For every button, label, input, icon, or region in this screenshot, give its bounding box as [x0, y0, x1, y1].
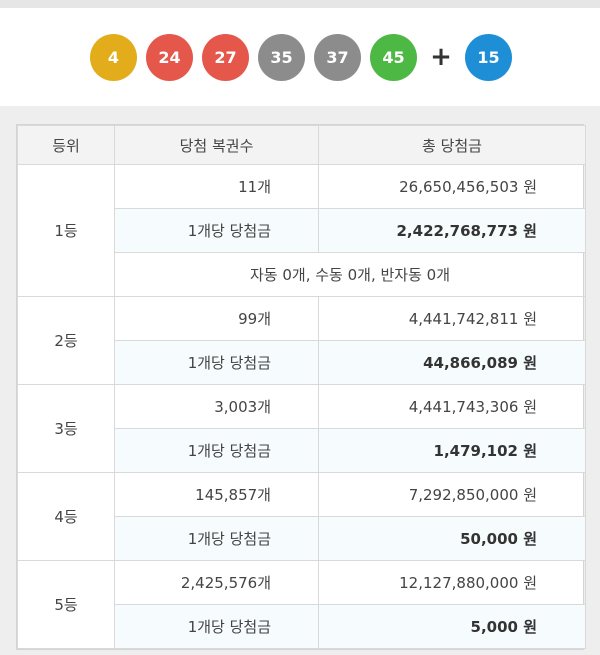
header-rank: 등위: [17, 125, 115, 165]
winner-count: 11개: [114, 164, 319, 209]
table-row: 1개당 당첨금 44,866,089 원: [18, 340, 586, 385]
per-ticket-amount: 2,422,768,773 원: [318, 208, 586, 253]
rank-cell: 2등: [17, 296, 115, 385]
number-ball: 27: [202, 33, 249, 81]
winner-count: 99개: [114, 296, 319, 341]
table-row: 1개당 당첨금 1,479,102 원: [18, 428, 586, 473]
table-row: 2등 99개 4,441,742,811 원: [17, 296, 586, 385]
winner-count: 2,425,576개: [114, 560, 319, 605]
header-total: 총 당첨금: [318, 125, 586, 165]
number-ball: 45: [370, 33, 417, 81]
per-ticket-amount: 50,000 원: [318, 516, 586, 561]
total-prize: 7,292,850,000 원: [318, 472, 586, 517]
table-header-row: 등위 당첨 복권수 총 당첨금: [17, 125, 586, 165]
rank-cell: 3등: [17, 384, 115, 473]
rank-cell: 5등: [17, 560, 115, 649]
winner-count: 145,857개: [114, 472, 319, 517]
rank-cell: 1등: [17, 164, 115, 297]
bonus-number-ball: 15: [465, 33, 512, 81]
number-ball: 24: [146, 33, 193, 81]
number-ball: 35: [258, 33, 305, 81]
per-ticket-label: 1개당 당첨금: [114, 208, 319, 253]
total-prize: 4,441,742,811 원: [318, 296, 586, 341]
table-row: 3등 3,003개 4,441,743,306 원: [17, 384, 586, 473]
table-row: 자동 0개, 수동 0개, 반자동 0개: [18, 252, 586, 297]
per-ticket-label: 1개당 당첨금: [114, 516, 319, 561]
table-row: 4등 145,857개 7,292,850,000 원: [17, 472, 586, 561]
winning-numbers-panel: 4 24 27 35 37 45 + 15: [0, 8, 600, 106]
number-ball: 4: [90, 33, 137, 81]
rank-cell: 4등: [17, 472, 115, 561]
number-ball: 37: [314, 33, 361, 81]
per-ticket-label: 1개당 당첨금: [114, 604, 319, 649]
prize-table: 등위 당첨 복권수 총 당첨금 1등 11개 26,650,456,503 원 …: [16, 124, 586, 650]
table-row: 1개당 당첨금 5,000 원: [18, 604, 586, 649]
plus-sign: +: [430, 42, 452, 72]
winning-numbers: 4 24 27 35 37 45 + 15: [90, 33, 512, 81]
winner-count: 3,003개: [114, 384, 319, 429]
per-ticket-amount: 44,866,089 원: [318, 340, 586, 385]
total-prize: 12,127,880,000 원: [318, 560, 586, 605]
total-prize: 26,650,456,503 원: [318, 164, 586, 209]
table-row: 1개당 당첨금 50,000 원: [18, 516, 586, 561]
table-row: 1등 11개 26,650,456,503 원: [17, 164, 586, 297]
top-strip: [0, 0, 600, 8]
per-ticket-amount: 5,000 원: [318, 604, 586, 649]
selection-type-note: 자동 0개, 수동 0개, 반자동 0개: [114, 252, 586, 297]
table-row: 1개당 당첨금 2,422,768,773 원: [18, 208, 586, 253]
header-count: 당첨 복권수: [114, 125, 319, 165]
per-ticket-amount: 1,479,102 원: [318, 428, 586, 473]
per-ticket-label: 1개당 당첨금: [114, 340, 319, 385]
total-prize: 4,441,743,306 원: [318, 384, 586, 429]
per-ticket-label: 1개당 당첨금: [114, 428, 319, 473]
table-row: 5등 2,425,576개 12,127,880,000 원: [17, 560, 586, 649]
